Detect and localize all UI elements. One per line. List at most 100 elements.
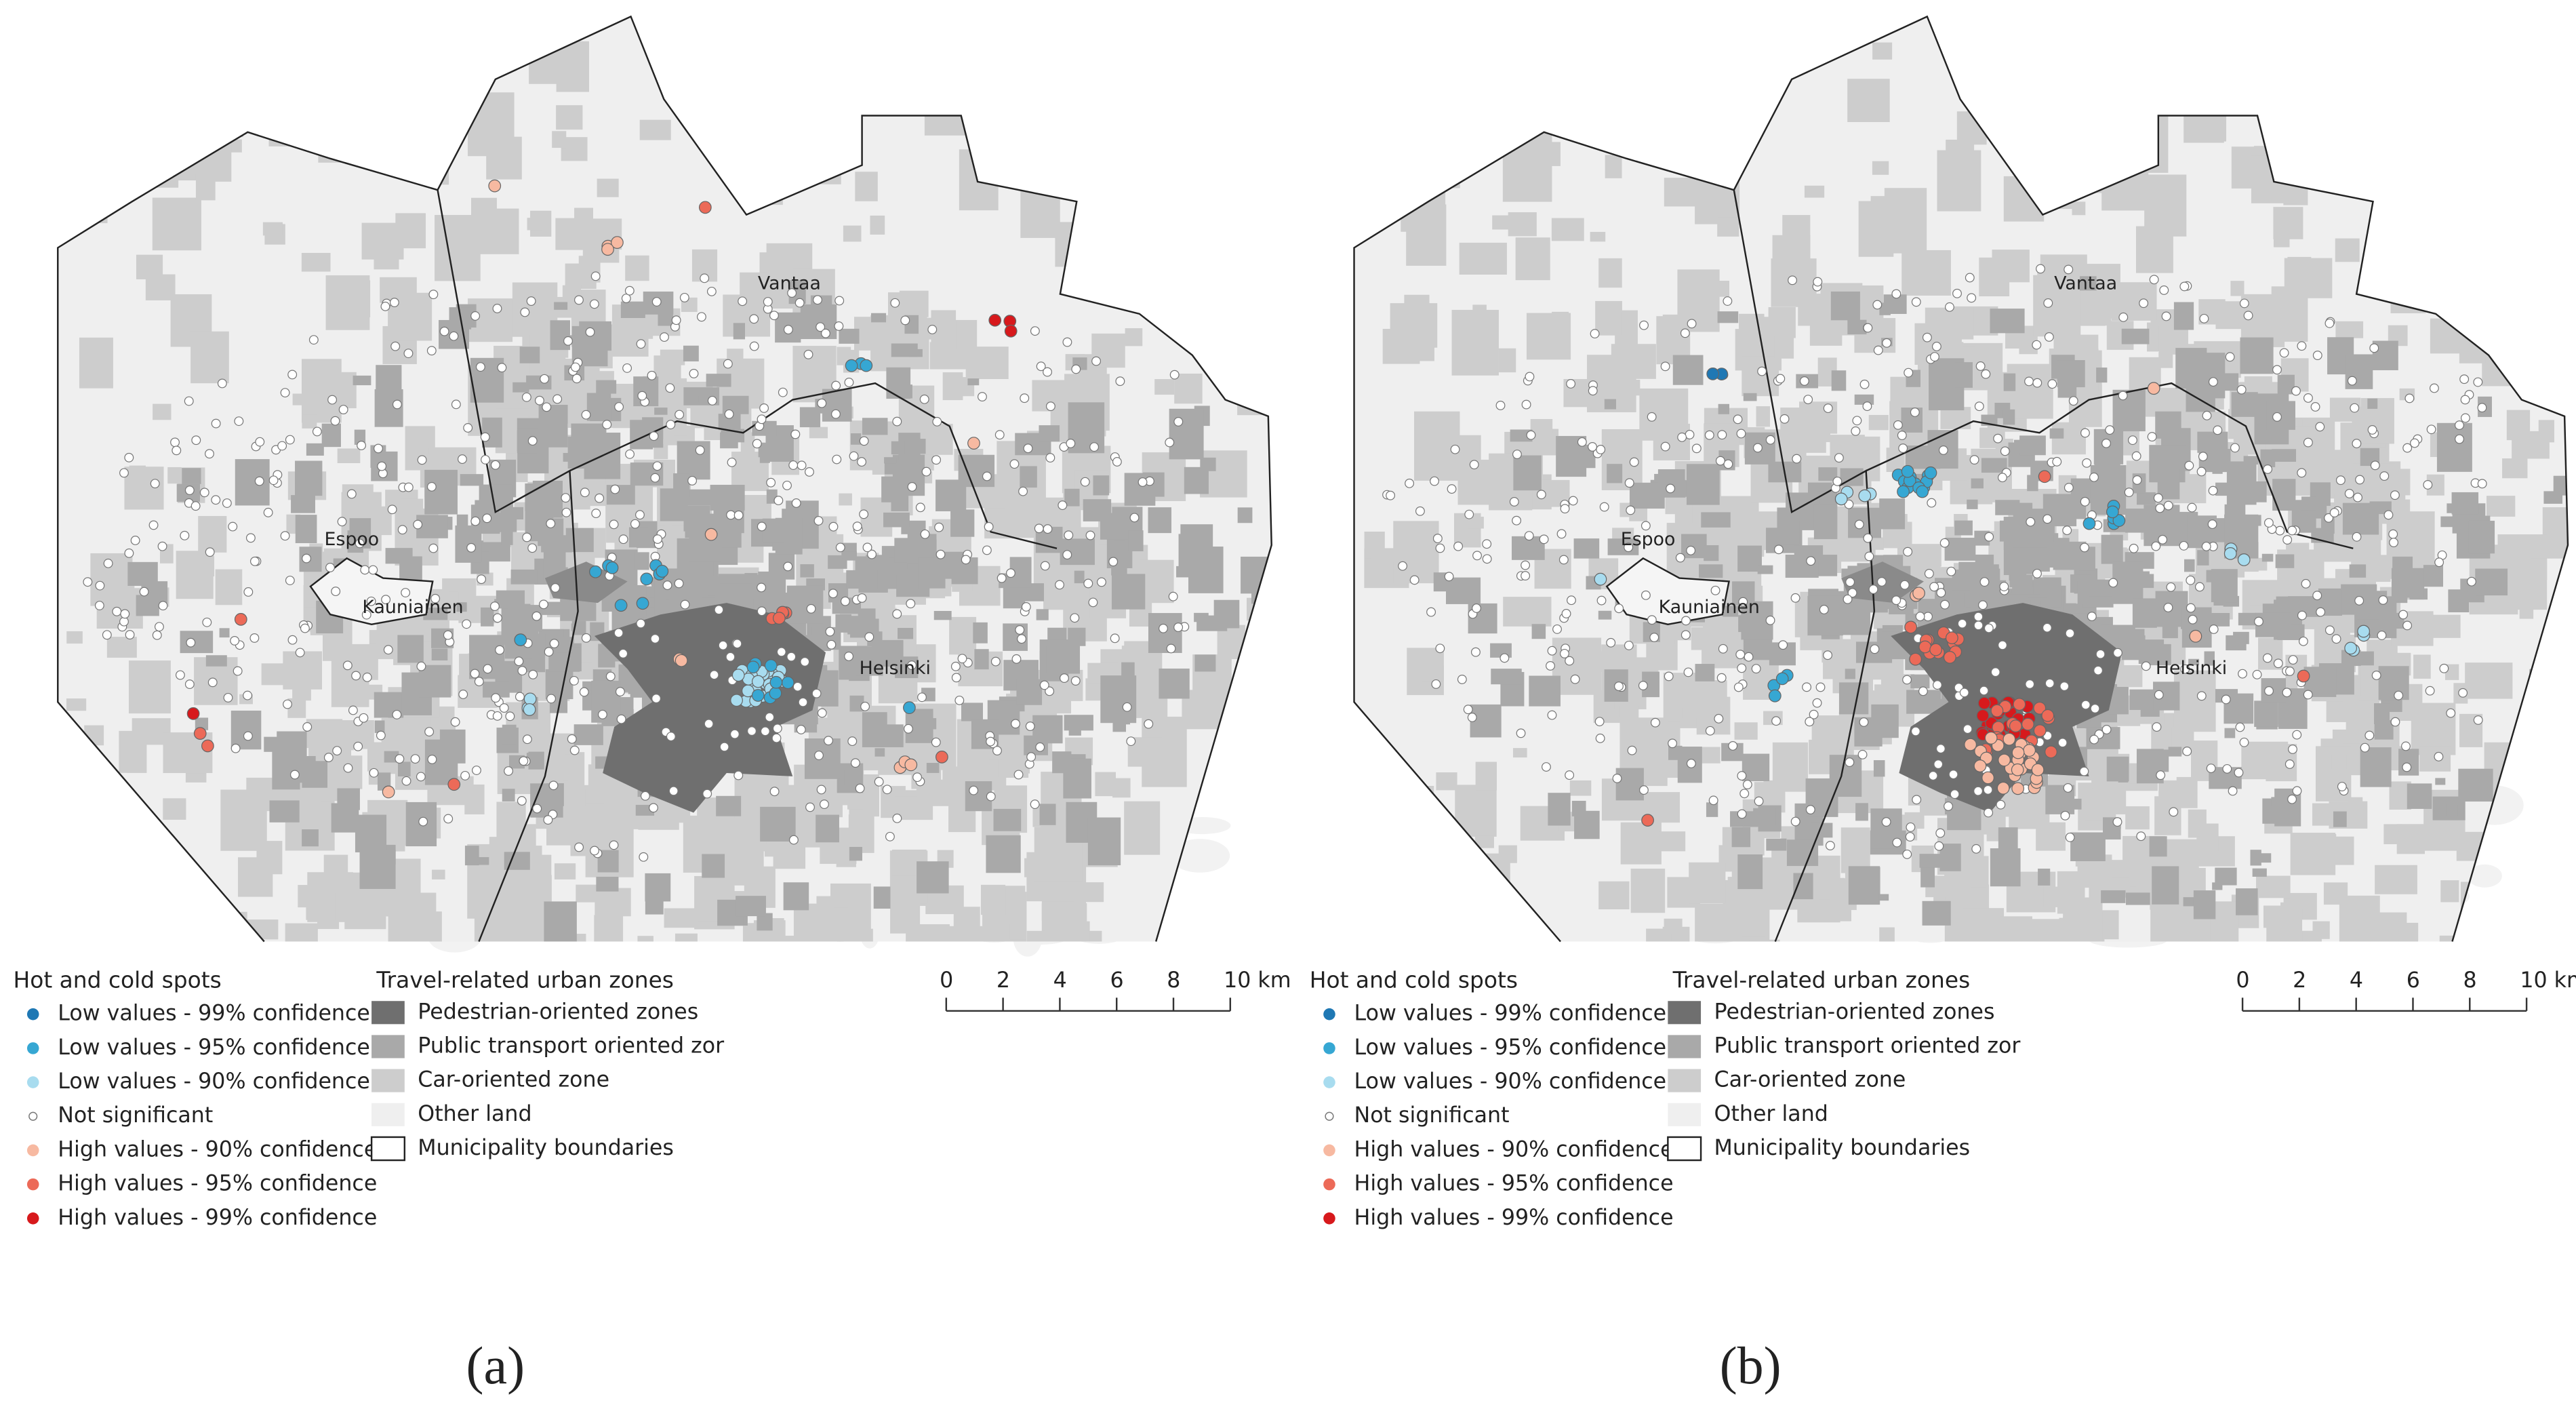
place-label: Kauniainen xyxy=(362,597,463,618)
hotspot-point xyxy=(1588,386,1598,396)
car-zone xyxy=(1472,304,1487,314)
hotspot-point xyxy=(621,294,631,303)
transit-zone xyxy=(1695,664,1715,681)
hotspot-point xyxy=(1845,577,1855,587)
hotspot-point xyxy=(666,732,676,742)
car-zone xyxy=(374,234,399,270)
hotspot-point xyxy=(640,572,653,586)
transit-zone xyxy=(1169,408,1204,460)
hotspot-point xyxy=(308,335,319,345)
car-zone xyxy=(2271,286,2308,342)
hotspot-point xyxy=(2068,396,2078,406)
car-zone xyxy=(464,784,485,814)
place-label: Vantaa xyxy=(758,273,821,294)
hotspot-point xyxy=(2151,541,2161,551)
hotspot-point xyxy=(1415,506,1425,516)
hotspot-point xyxy=(613,628,624,638)
hotspot-point xyxy=(277,441,287,451)
legend-title: Hot and cold spots xyxy=(1310,966,1518,993)
car-zone xyxy=(92,875,136,924)
hotspot-point xyxy=(625,449,635,459)
transit-zone xyxy=(1878,894,1889,901)
transit-zone xyxy=(2367,398,2378,409)
hotspot-point xyxy=(139,587,149,597)
hotspot-point xyxy=(1834,453,1844,463)
car-zone xyxy=(743,41,771,78)
hotspot-point xyxy=(1975,361,1986,371)
hotspot-point xyxy=(618,648,628,658)
transit-zone xyxy=(291,495,315,513)
transit-zone xyxy=(1998,827,2018,855)
legend-symbol xyxy=(1323,1008,1335,1021)
transit-zone xyxy=(2226,461,2257,505)
hotspot-point xyxy=(1080,477,1090,487)
car-zone xyxy=(1112,778,1131,798)
hotspot-point xyxy=(1060,673,1069,684)
hotspot-point xyxy=(1472,551,1482,561)
car-zone xyxy=(2101,139,2149,211)
hotspot-point xyxy=(2429,383,2439,393)
hotspot-point xyxy=(1857,749,1868,759)
transit-zone xyxy=(2125,892,2150,905)
car-zone xyxy=(1498,845,1517,863)
hotspot-point xyxy=(175,670,185,680)
hotspot-point xyxy=(2095,649,2106,659)
transit-zone xyxy=(597,393,607,406)
transit-zone xyxy=(1068,627,1086,646)
transit-zone xyxy=(1068,726,1081,736)
hotspot-point xyxy=(285,576,295,585)
hotspot-point xyxy=(1596,595,1607,606)
land xyxy=(58,16,1272,942)
hotspot-point xyxy=(1803,395,1813,405)
legend-label: Other land xyxy=(418,1102,531,1126)
hotspot-point xyxy=(1588,441,1597,452)
hotspot-point xyxy=(1464,509,1474,519)
transit-zone xyxy=(2398,749,2419,776)
hotspot-point xyxy=(2455,434,2464,444)
place-label: Helsinki xyxy=(860,658,931,679)
hotspot-point xyxy=(517,796,527,806)
transit-zone xyxy=(2275,554,2295,568)
hotspot-point xyxy=(1112,457,1122,467)
transit-zone xyxy=(2213,597,2227,606)
hotspot-point xyxy=(783,561,793,572)
hotspot-point xyxy=(935,751,948,764)
hotspot-point xyxy=(828,521,839,532)
hotspot-point xyxy=(1715,456,1725,466)
hotspot-point xyxy=(1561,609,1571,618)
legend-symbol xyxy=(26,1008,39,1021)
hotspot-point xyxy=(1647,412,1657,422)
car-zone xyxy=(1705,930,1729,942)
car-zone xyxy=(749,163,783,205)
car-zone xyxy=(1230,679,1272,751)
hotspot-point xyxy=(1779,414,1790,424)
car-zone xyxy=(2427,67,2448,89)
transit-zone xyxy=(1236,687,1262,710)
hotspot-point xyxy=(2337,782,2347,791)
hotspot-point xyxy=(718,640,728,650)
transit-zone xyxy=(620,301,645,318)
hotspot-point xyxy=(1430,476,1439,486)
hotspot-point xyxy=(489,601,500,612)
scale-label: 6 xyxy=(2407,968,2420,993)
car-zone xyxy=(780,935,797,942)
hotspot-point xyxy=(2223,547,2237,560)
car-zone xyxy=(1092,231,1141,304)
hotspot-point xyxy=(890,298,900,308)
transit-zone xyxy=(1036,609,1049,620)
car-zone xyxy=(1699,747,1720,764)
transit-zone xyxy=(839,328,860,344)
car-zone xyxy=(2335,321,2364,338)
hotspot-point xyxy=(2152,722,2162,732)
hotspot-point xyxy=(366,596,376,606)
transit-zone xyxy=(1668,745,1683,760)
car-zone xyxy=(1250,216,1272,236)
car-zone xyxy=(2476,91,2501,130)
car-zone xyxy=(2512,431,2550,459)
car-zone xyxy=(1158,125,1175,141)
transit-zone xyxy=(460,474,484,486)
car-zone xyxy=(556,41,589,92)
hotspot-point xyxy=(1457,674,1467,684)
car-zone xyxy=(2325,836,2354,865)
transit-zone xyxy=(1967,499,1978,509)
